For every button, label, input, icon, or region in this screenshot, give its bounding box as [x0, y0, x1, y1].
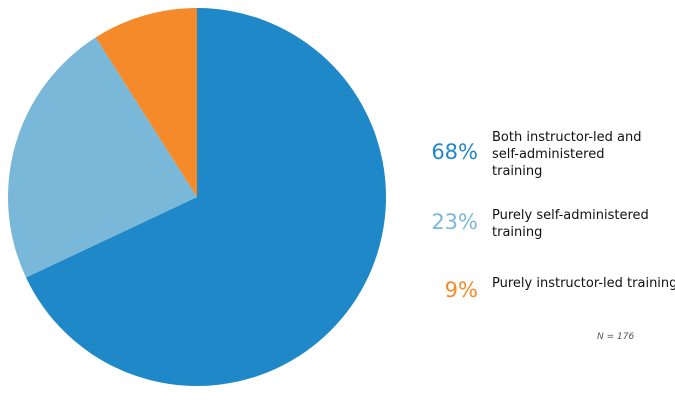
value-label: 23%	[431, 210, 478, 234]
legend-label: Both instructor-led and self-administere…	[492, 130, 642, 179]
sample-note: N = 176	[597, 332, 635, 342]
pie-slice	[25, 8, 387, 386]
value-label: 68%	[431, 140, 478, 164]
legend-label: Purely instructor-led training	[492, 276, 675, 291]
value-label: 9%	[444, 278, 478, 302]
pie-slice	[95, 8, 197, 197]
pie-slice	[7, 37, 198, 278]
legend-label: Purely self-administered training	[492, 208, 649, 240]
